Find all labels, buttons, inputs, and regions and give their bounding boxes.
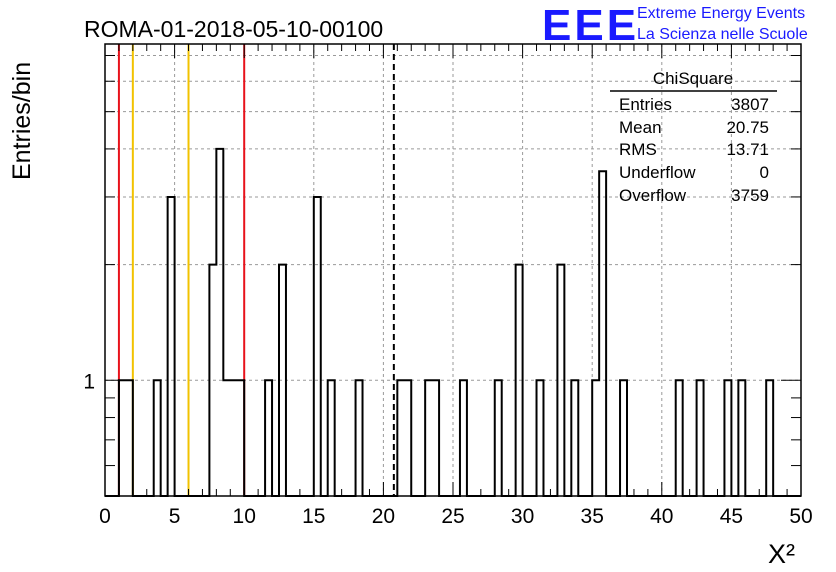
- y-tick-label: 1: [83, 370, 95, 393]
- x-tick-label: 5: [169, 505, 181, 528]
- histogram-outline: [105, 147, 801, 497]
- logo-line-1: Extreme Energy Events: [637, 5, 805, 22]
- logo-mark: EEE: [542, 1, 639, 50]
- y-axis-label: Entries/bin: [8, 62, 36, 180]
- x-tick-label: 25: [441, 505, 464, 528]
- x-tick-label: 15: [302, 505, 325, 528]
- stats-label-rms: RMS: [619, 140, 657, 159]
- stats-label-overflow: Overflow: [619, 186, 687, 205]
- eee-logo: EEE Extreme Energy Events La Scienza nel…: [542, 1, 808, 50]
- x-tick-label: 0: [99, 505, 111, 528]
- x-tick-label: 30: [511, 505, 534, 528]
- chart-title: ROMA-01-2018-05-10-00100: [84, 16, 383, 42]
- stats-label-mean: Mean: [619, 118, 662, 137]
- stats-title: ChiSquare: [653, 69, 733, 88]
- stats-label-underflow: Underflow: [619, 163, 696, 182]
- histogram-bars: [105, 147, 801, 497]
- stats-label-entries: Entries: [619, 95, 672, 114]
- stats-value-rms: 13.71: [726, 140, 769, 159]
- logo-line-2: La Scienza nelle Scuole: [637, 26, 808, 43]
- x-axis-label: X²: [768, 539, 795, 569]
- x-tick-label: 20: [372, 505, 395, 528]
- x-tick-label: 10: [233, 505, 256, 528]
- axes: 0 5 10 15 20 25 30 35 40 45 50 1: [83, 43, 813, 528]
- stats-value-mean: 20.75: [726, 118, 769, 137]
- x-tick-label: 40: [650, 505, 673, 528]
- x-tick-label: 45: [720, 505, 743, 528]
- x-tick-label: 35: [581, 505, 604, 528]
- x-tick-label: 50: [789, 505, 812, 528]
- stats-value-underflow: 0: [760, 163, 769, 182]
- stats-value-entries: 3807: [731, 95, 769, 114]
- stats-box: ChiSquare Entries 3807 Mean 20.75 RMS 13…: [610, 69, 777, 205]
- stats-value-overflow: 3759: [731, 186, 769, 205]
